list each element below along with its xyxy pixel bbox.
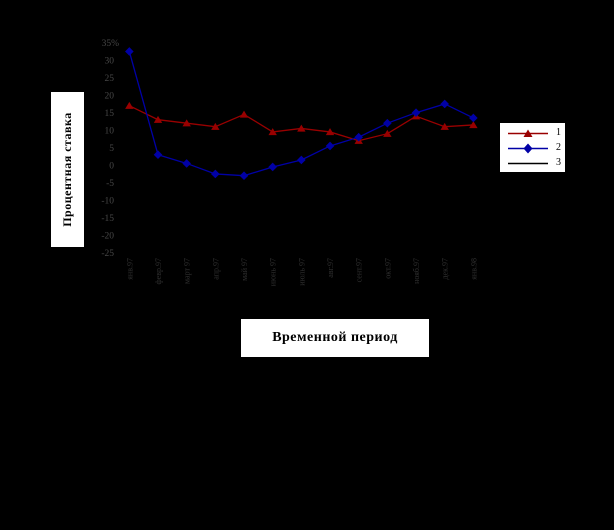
x-axis-title: Временной период xyxy=(272,330,398,345)
series-2-diamond-marker xyxy=(411,108,421,117)
series-1-triangle-marker xyxy=(239,110,249,118)
series-1-triangle-marker xyxy=(153,115,163,123)
series-1-triangle-marker xyxy=(211,122,220,130)
x-tick-label: март 97 xyxy=(183,258,192,284)
x-axis-title-box: Временной период xyxy=(240,318,430,358)
series-2-diamond-marker xyxy=(211,169,220,179)
x-tick-label: авг.97 xyxy=(326,258,335,278)
y-tick-label: 15 xyxy=(105,109,115,119)
y-tick-label: 20 xyxy=(105,92,115,102)
y-axis-title: Процентная ставка xyxy=(60,112,75,227)
legend-swatch-series-3 xyxy=(508,162,548,164)
series-1-triangle-marker xyxy=(125,101,134,109)
y-tick-label: 0 xyxy=(109,162,114,172)
x-tick-label: февр.97 xyxy=(154,258,163,285)
x-tick-label: дек.97 xyxy=(441,258,450,280)
series-2-diamond-marker xyxy=(125,47,134,56)
legend-item-series-2: 2 xyxy=(506,140,565,155)
series-2-diamond-marker xyxy=(268,162,277,172)
y-tick-label: 25 xyxy=(105,74,115,84)
legend-item-series-1: 1 xyxy=(506,125,565,140)
x-tick-label: июнь 97 xyxy=(269,258,278,286)
y-tick-label: -5 xyxy=(106,179,114,189)
x-tick-label: окт.97 xyxy=(383,258,392,279)
series-2-diamond-marker xyxy=(297,155,306,165)
legend-swatch-series-1 xyxy=(508,129,548,137)
series-2-diamond-marker xyxy=(153,150,163,159)
x-tick-label: май 97 xyxy=(240,258,249,281)
x-tick-label: янв.97 xyxy=(125,258,134,280)
x-tick-label: сент.97 xyxy=(355,258,364,282)
series-2-diamond-marker xyxy=(325,141,335,151)
series-1-triangle-marker xyxy=(325,128,335,136)
x-tick-label: апр.97 xyxy=(211,258,220,280)
series-1-triangle-marker xyxy=(182,119,191,127)
series-2-diamond-marker xyxy=(182,159,191,168)
y-tick-label: 5 xyxy=(109,144,114,154)
x-tick-label: июль 97 xyxy=(297,258,306,286)
x-tick-label: янв.98 xyxy=(469,258,478,280)
series-1-triangle-marker xyxy=(297,124,306,132)
legend-label-series-1: 1 xyxy=(556,126,561,138)
series-1-triangle-marker xyxy=(268,128,277,136)
series-2-diamond-marker xyxy=(383,118,392,128)
chart-legend: 1 2 3 xyxy=(499,122,566,173)
x-tick-label: нояб.97 xyxy=(412,258,421,284)
y-tick-label: -25 xyxy=(101,249,114,259)
legend-triangle-marker-icon xyxy=(523,129,533,137)
y-tick-label: -20 xyxy=(101,232,114,242)
series-2-diamond-marker xyxy=(440,99,449,109)
legend-swatch-series-2 xyxy=(508,143,548,153)
legend-label-series-3: 3 xyxy=(556,156,561,168)
series-2-diamond-marker xyxy=(354,132,363,142)
series-1-triangle-marker xyxy=(383,129,392,137)
legend-item-series-3: 3 xyxy=(506,155,565,170)
series-1-triangle-marker xyxy=(469,121,478,129)
y-tick-label: 35% xyxy=(102,39,120,49)
y-tick-label: 10 xyxy=(105,127,115,137)
y-tick-label: -15 xyxy=(101,214,114,224)
series-2-diamond-marker xyxy=(469,113,478,123)
y-axis-title-box: Процентная ставка xyxy=(50,91,85,248)
legend-diamond-marker-icon xyxy=(523,143,533,153)
series-1-triangle-marker xyxy=(440,122,449,130)
series-2-diamond-marker xyxy=(239,171,249,180)
legend-label-series-2: 2 xyxy=(556,141,561,153)
y-tick-label: -10 xyxy=(101,197,114,207)
y-tick-label: 30 xyxy=(105,57,115,67)
